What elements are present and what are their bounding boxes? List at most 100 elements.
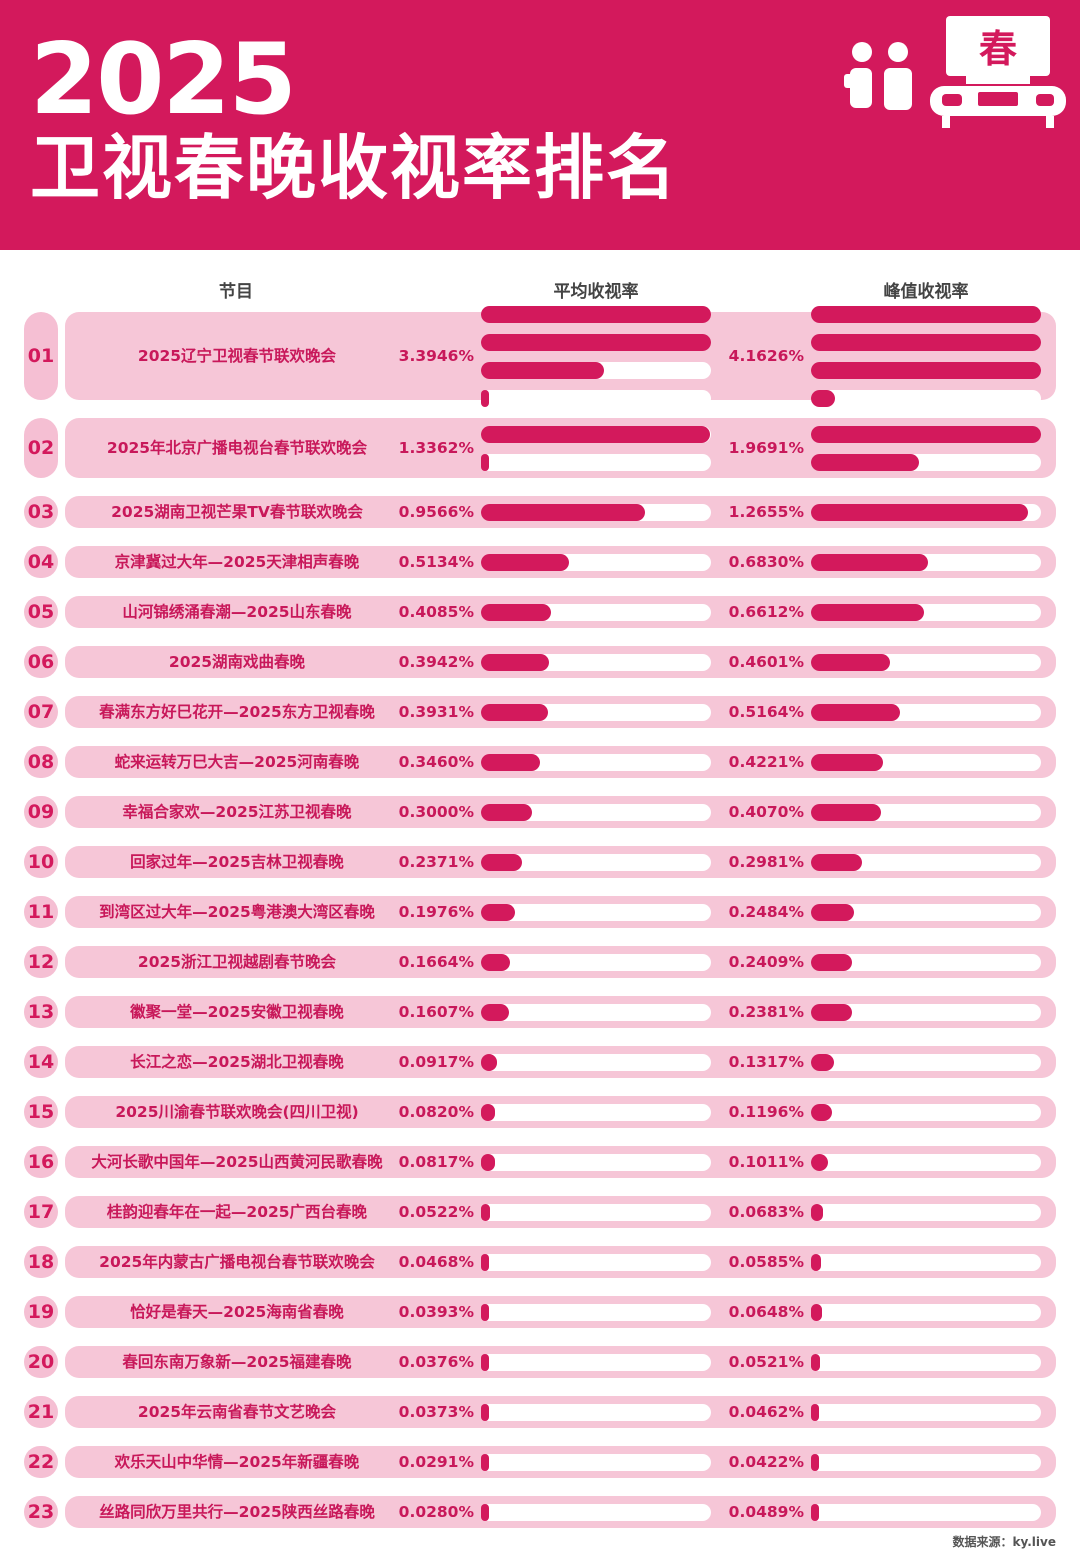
table-row xyxy=(65,312,1056,400)
peak-bar-track xyxy=(811,425,1041,443)
peak-bar xyxy=(811,1403,819,1421)
avg-bar xyxy=(481,1153,496,1171)
peak-bar xyxy=(811,803,881,821)
peak-bar-track xyxy=(811,1503,1041,1521)
peak-rating-label: 0.0683% xyxy=(728,1203,804,1221)
program-name: 徽聚一堂—2025安徽卫视春晚 xyxy=(130,1003,344,1021)
avg-bar-track xyxy=(481,1203,711,1221)
rank-badge: 12 xyxy=(24,946,58,978)
peak-bar xyxy=(811,553,929,571)
peak-bar-track xyxy=(811,1203,1041,1221)
column-header-avg: 平均收视率 xyxy=(553,282,639,302)
avg-rating-label: 0.1607% xyxy=(398,1003,474,1021)
peak-rating-label: 0.2381% xyxy=(728,1003,804,1021)
rank-badge: 22 xyxy=(24,1446,58,1478)
peak-bar-track xyxy=(811,1253,1041,1271)
peak-bar-track xyxy=(811,803,1041,821)
avg-bar-track xyxy=(481,953,711,971)
peak-bar-track xyxy=(811,1003,1041,1021)
avg-rating-label: 1.3362% xyxy=(398,439,474,457)
avg-bar xyxy=(481,1453,489,1471)
peak-bar xyxy=(811,653,890,671)
peak-bar xyxy=(811,603,925,621)
avg-bar xyxy=(481,1253,490,1271)
program-name: 2025年云南省春节文艺晚会 xyxy=(137,1403,337,1421)
avg-bar-track xyxy=(481,1003,711,1021)
program-name: 长江之恋—2025湖北卫视春晚 xyxy=(130,1053,344,1071)
avg-bar-track xyxy=(481,803,711,821)
peak-bar-track xyxy=(811,903,1041,921)
peak-rating-label: 0.0521% xyxy=(728,1353,804,1371)
peak-bar-track xyxy=(811,703,1041,721)
peak-bar-track xyxy=(811,361,1041,379)
peak-rating-label: 1.2655% xyxy=(728,503,804,521)
avg-bar xyxy=(481,1103,496,1121)
rank-badge: 18 xyxy=(24,1246,58,1278)
header-banner: 2025 卫视春晚收视率排名 春 xyxy=(0,0,1080,250)
avg-rating-label: 3.3946% xyxy=(398,347,474,365)
avg-bar-track xyxy=(481,503,711,521)
avg-bar xyxy=(481,953,510,971)
page-title: 卫视春晚收视率排名 xyxy=(30,127,678,209)
peak-bar xyxy=(811,1103,832,1121)
rank-badge: 16 xyxy=(24,1146,58,1178)
avg-bar-track xyxy=(481,333,711,351)
avg-bar xyxy=(481,853,522,871)
peak-bar-track xyxy=(811,1353,1041,1371)
avg-rating-label: 0.1976% xyxy=(398,903,474,921)
peak-rating-label: 0.5164% xyxy=(728,703,804,721)
avg-bar xyxy=(481,333,711,351)
peak-rating-label: 0.4221% xyxy=(728,753,804,771)
peak-bar-track xyxy=(811,603,1041,621)
avg-rating-label: 0.0373% xyxy=(398,1403,474,1421)
peak-bar xyxy=(811,425,1041,443)
avg-bar-track xyxy=(481,1153,711,1171)
rank-badge: 07 xyxy=(24,696,58,728)
avg-bar-track xyxy=(481,425,711,443)
program-name: 2025湖南戏曲春晚 xyxy=(168,653,306,671)
avg-bar xyxy=(481,1503,489,1521)
avg-bar-track xyxy=(481,1353,711,1371)
peak-rating-label: 4.1626% xyxy=(728,347,804,365)
peak-bar xyxy=(811,1053,834,1071)
rank-badge: 20 xyxy=(24,1346,58,1378)
peak-rating-label: 0.2409% xyxy=(728,953,804,971)
peak-bar-track xyxy=(811,1403,1041,1421)
peak-bar xyxy=(811,503,1029,521)
avg-rating-label: 0.4085% xyxy=(398,603,474,621)
program-name: 2025年北京广播电视台春节联欢晚会 xyxy=(106,439,368,457)
column-header-peak: 峰值收视率 xyxy=(883,282,969,302)
program-name: 2025辽宁卫视春节联欢晚会 xyxy=(137,347,337,365)
peak-bar-track xyxy=(811,1153,1041,1171)
peak-bar-track xyxy=(811,453,1041,471)
spring-festival-tv-icon: 春 xyxy=(844,16,1066,128)
avg-bar-track xyxy=(481,1103,711,1121)
avg-bar xyxy=(481,1053,497,1071)
avg-bar xyxy=(481,1353,489,1371)
avg-rating-label: 0.9566% xyxy=(398,503,474,521)
peak-bar-track xyxy=(811,503,1041,521)
peak-bar xyxy=(811,903,854,921)
program-name: 2025湖南卫视芒果TV春节联欢晚会 xyxy=(111,503,363,521)
rank-badge: 05 xyxy=(24,596,58,628)
peak-bar-track xyxy=(811,653,1041,671)
peak-bar-track xyxy=(811,1303,1041,1321)
avg-rating-label: 0.2371% xyxy=(398,853,474,871)
avg-bar-track xyxy=(481,553,711,571)
rank-badge: 08 xyxy=(24,746,58,778)
avg-rating-label: 0.0393% xyxy=(398,1303,474,1321)
peak-rating-label: 0.6830% xyxy=(728,553,804,571)
peak-bar xyxy=(811,1503,820,1521)
rank-badge: 02 xyxy=(24,418,58,478)
peak-rating-label: 0.0648% xyxy=(728,1303,804,1321)
program-name: 山河锦绣涌春潮—2025山东春晚 xyxy=(122,603,352,621)
program-name: 回家过年—2025吉林卫视春晚 xyxy=(130,853,344,871)
rank-badge: 21 xyxy=(24,1396,58,1428)
peak-bar xyxy=(811,1203,823,1221)
avg-bar-track xyxy=(481,853,711,871)
avg-bar xyxy=(481,603,552,621)
avg-bar-track xyxy=(481,753,711,771)
program-name: 京津冀过大年—2025天津相声春晚 xyxy=(114,553,360,571)
header-year: 2025 xyxy=(30,23,297,137)
